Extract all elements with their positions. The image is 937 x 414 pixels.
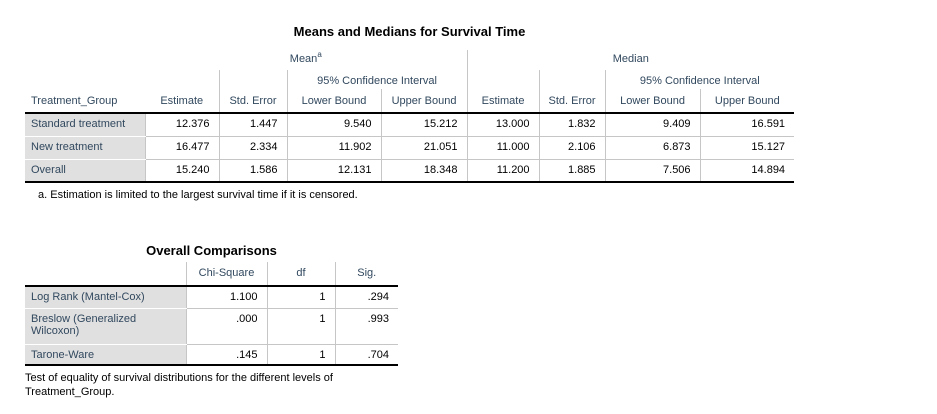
value-cell: 1.586 <box>218 159 287 183</box>
value-cell: 1.447 <box>218 113 287 137</box>
column-header-median-estimate: Estimate <box>466 89 540 114</box>
group-header-row: Treatment_Group Meana Median <box>25 50 795 114</box>
mean-group-label: Mean <box>289 53 318 65</box>
value-cell: 11.000 <box>466 136 540 160</box>
column-header-median-lower-bound: Lower Bound <box>604 89 701 114</box>
value-cell: 16.477 <box>144 136 219 160</box>
row-label: Overall <box>25 159 146 183</box>
column-header-chi-square: Chi-Square <box>185 262 267 287</box>
header-spacer-cell <box>538 70 606 89</box>
value-cell: 2.334 <box>218 136 287 160</box>
footnote-marker-superscript: a <box>317 50 322 59</box>
row-label: New treatment <box>25 136 146 160</box>
median-group-label: Median <box>612 53 649 65</box>
header-spacer-cell <box>25 262 186 287</box>
value-cell: .294 <box>334 286 398 309</box>
column-header-mean-estimate: Estimate <box>145 89 219 114</box>
value-cell: 9.409 <box>604 113 701 137</box>
value-cell: 9.540 <box>286 113 381 137</box>
value-cell: 1 <box>266 344 335 366</box>
header-spacer-cell <box>218 70 287 89</box>
table-footnote: Test of equality of survival distributio… <box>25 372 333 398</box>
column-header-row: Estimate Std. Error Lower Bound Upper Bo… <box>25 89 795 114</box>
value-cell: .145 <box>185 344 267 366</box>
value-cell: 1.100 <box>185 286 267 309</box>
value-cell: 15.127 <box>699 136 795 160</box>
value-cell: 13.000 <box>466 113 540 137</box>
table-row: Standard treatment 12.376 1.447 9.540 15… <box>25 113 795 137</box>
value-cell: 11.902 <box>286 136 381 160</box>
column-header-median-std-error: Std. Error <box>538 89 606 114</box>
value-cell: 1 <box>266 286 335 309</box>
mean-ci-header: 95% Confidence Interval <box>286 70 468 89</box>
means-medians-table: Treatment_Group Meana Median 95% Confide… <box>25 50 795 183</box>
value-cell: .000 <box>185 308 267 345</box>
value-cell: 15.240 <box>144 159 219 183</box>
value-cell: 2.106 <box>538 136 606 160</box>
column-header-sig: Sig. <box>334 262 398 287</box>
column-header-mean-lower-bound: Lower Bound <box>286 89 381 114</box>
table-row: Overall 15.240 1.586 12.131 18.348 11.20… <box>25 159 795 183</box>
value-cell: 6.873 <box>604 136 701 160</box>
value-cell: 21.051 <box>380 136 468 160</box>
table-row: Log Rank (Mantel-Cox) 1.100 1 .294 <box>25 286 398 309</box>
column-header-mean-std-error: Std. Error <box>218 89 287 114</box>
value-cell: 11.200 <box>466 159 540 183</box>
means-medians-table-title: Means and Medians for Survival Time <box>293 24 526 39</box>
value-cell: .704 <box>334 344 398 366</box>
header-spacer-cell <box>145 70 219 89</box>
column-header-df: df <box>266 262 335 287</box>
column-header-median-upper-bound: Upper Bound <box>699 89 795 114</box>
ci-header-row: 95% Confidence Interval 95% Confidence I… <box>25 70 795 89</box>
median-group-header: Median <box>466 50 795 70</box>
treatment-group-column-header: Treatment_Group <box>25 50 145 114</box>
row-label: Breslow (Generalized Wilcoxon) <box>25 308 187 345</box>
table-row: Tarone-Ware .145 1 .704 <box>25 344 398 366</box>
overall-comparisons-table: Chi-Square df Sig. Log Rank (Mantel-Cox)… <box>25 262 398 366</box>
value-cell: 1.832 <box>538 113 606 137</box>
column-header-row: Chi-Square df Sig. <box>25 262 398 287</box>
table-footnote-a: a. Estimation is limited to the largest … <box>38 189 358 201</box>
value-cell: 14.894 <box>699 159 795 183</box>
row-label: Log Rank (Mantel-Cox) <box>25 286 187 309</box>
value-cell: 1.885 <box>538 159 606 183</box>
mean-group-header: Meana <box>145 50 467 70</box>
value-cell: 16.591 <box>699 113 795 137</box>
value-cell: 18.348 <box>380 159 468 183</box>
value-cell: .993 <box>334 308 398 345</box>
median-ci-header: 95% Confidence Interval <box>604 70 795 89</box>
row-label: Tarone-Ware <box>25 344 187 366</box>
header-spacer-cell <box>466 70 540 89</box>
value-cell: 12.131 <box>286 159 381 183</box>
row-label: Standard treatment <box>25 113 146 137</box>
value-cell: 12.376 <box>144 113 219 137</box>
overall-comparisons-table-title: Overall Comparisons <box>146 243 277 258</box>
column-header-mean-upper-bound: Upper Bound <box>380 89 468 114</box>
table-row: New treatment 16.477 2.334 11.902 21.051… <box>25 136 795 160</box>
value-cell: 15.212 <box>380 113 468 137</box>
value-cell: 1 <box>266 308 335 345</box>
value-cell: 7.506 <box>604 159 701 183</box>
table-row: Breslow (Generalized Wilcoxon) .000 1 .9… <box>25 308 398 345</box>
